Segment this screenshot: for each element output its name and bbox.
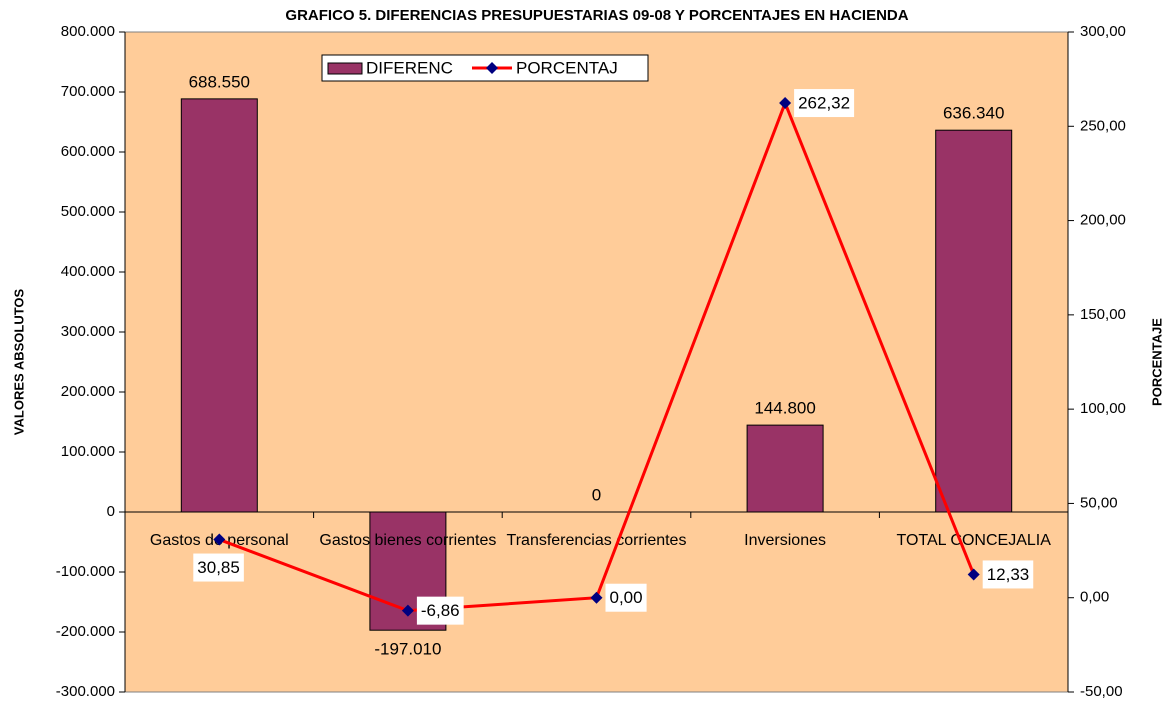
y-tick-label: 500.000 xyxy=(61,203,115,220)
x-tick-label-box: TOTAL CONCEJALIA xyxy=(896,532,1051,549)
y-tick-label: 700.000 xyxy=(61,83,115,100)
y-tick-label: 400.000 xyxy=(61,263,115,280)
line-label: 12,33 xyxy=(987,565,1030,584)
legend-marker xyxy=(486,62,498,74)
line-label: 0,00 xyxy=(610,588,643,607)
y2-tick-label: 0,00 xyxy=(1080,589,1109,606)
bar-label: 144.800 xyxy=(754,399,815,418)
line-label-bg xyxy=(794,89,855,118)
marker xyxy=(967,568,980,581)
line-label-bg xyxy=(416,596,464,625)
x-tick-label: Inversiones xyxy=(744,532,826,549)
bar xyxy=(180,98,258,513)
marker xyxy=(401,604,414,617)
y2-axis-label: PORCENTAJE xyxy=(1149,318,1164,406)
line-label-bg xyxy=(982,560,1034,589)
y2-tick-label: 200,00 xyxy=(1080,212,1126,229)
legend-label: PORCENTAJ xyxy=(516,58,618,77)
marker xyxy=(213,533,226,546)
y-tick-label: -300.000 xyxy=(56,683,115,700)
bar xyxy=(746,424,824,513)
bar xyxy=(935,129,1013,513)
x-tick-label: Gastos bienes corrientes xyxy=(319,532,497,549)
bar-label: 636.340 xyxy=(943,104,1004,123)
x-tick-label: Transferencias corrientes xyxy=(506,532,687,549)
x-tick-label: TOTAL CONCEJALIA xyxy=(896,532,1051,549)
y-tick-label: 200.000 xyxy=(61,383,115,400)
chart-title: GRAFICO 5. DIFERENCIAS PRESUPUESTARIAS 0… xyxy=(285,7,908,24)
y-tick-label: 800.000 xyxy=(61,23,115,40)
line-label-bg xyxy=(193,553,244,582)
line-label: 262,32 xyxy=(798,94,850,113)
bar-label: 688.550 xyxy=(189,72,250,91)
x-tick-label-box: Gastos bienes corrientes xyxy=(319,532,497,549)
bar-label: 0 xyxy=(592,485,601,504)
y-tick-label: 300.000 xyxy=(61,323,115,340)
x-tick-label-box: Inversiones xyxy=(744,532,826,549)
legend-label: DIFERENC xyxy=(366,58,453,77)
y2-tick-label: 150,00 xyxy=(1080,306,1126,323)
y2-tick-label: 300,00 xyxy=(1080,23,1126,40)
y-tick-label: 600.000 xyxy=(61,143,115,160)
y2-tick-label: -50,00 xyxy=(1080,683,1123,700)
y2-tick-label: 250,00 xyxy=(1080,117,1126,134)
y-tick-label: -100.000 xyxy=(56,563,115,580)
plot-area xyxy=(124,31,1069,693)
y2-tick-label: 50,00 xyxy=(1080,494,1118,511)
marker xyxy=(590,591,603,604)
y2-tick-label: 100,00 xyxy=(1080,400,1126,417)
line-label: 30,85 xyxy=(197,558,240,577)
y-tick-label: 100.000 xyxy=(61,443,115,460)
line-label-bg xyxy=(605,583,647,612)
marker xyxy=(779,97,792,110)
y-tick-label: 0 xyxy=(107,503,115,520)
bar-label: -197.010 xyxy=(374,640,441,659)
y-tick-label: -200.000 xyxy=(56,623,115,640)
line-label: -6,86 xyxy=(421,601,460,620)
x-tick-label-box: Transferencias corrientes xyxy=(506,532,687,549)
legend-swatch xyxy=(327,62,363,75)
y-axis-label: VALORES ABSOLUTOS xyxy=(11,288,26,435)
